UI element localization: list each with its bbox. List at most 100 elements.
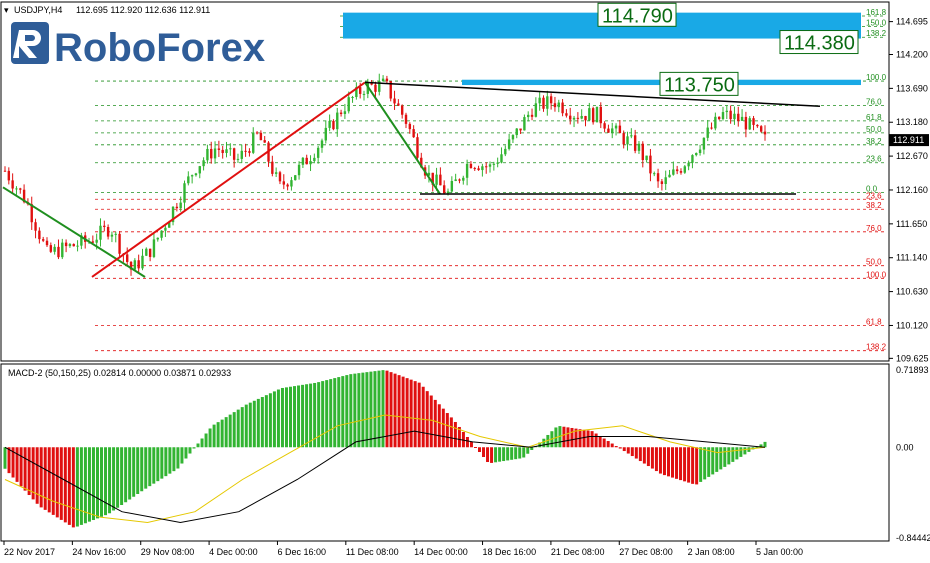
roboforex-logo: RoboForex bbox=[11, 22, 265, 70]
candle-body bbox=[714, 116, 717, 129]
candle-body bbox=[408, 123, 412, 130]
candle-body bbox=[698, 149, 702, 154]
candle-body bbox=[389, 81, 392, 99]
uptrend-line bbox=[91, 81, 366, 278]
macd-bar bbox=[650, 447, 654, 469]
macd-bar bbox=[236, 409, 240, 448]
macd-bar bbox=[614, 446, 618, 448]
candle-body bbox=[725, 110, 729, 113]
candle-body bbox=[30, 204, 33, 223]
macd-bar bbox=[361, 372, 365, 448]
macd-bar bbox=[55, 447, 59, 518]
macd-bar bbox=[546, 434, 550, 448]
macd-bar bbox=[482, 447, 486, 458]
macd-bar bbox=[530, 447, 534, 450]
macd-bar bbox=[542, 438, 546, 448]
candle-body bbox=[271, 161, 274, 174]
price-labels: 114.790 114.380 113.750 bbox=[597, 2, 859, 96]
macd-bar bbox=[486, 447, 490, 463]
candle-body bbox=[572, 117, 576, 120]
candle-body bbox=[274, 172, 278, 174]
macd-bar bbox=[598, 436, 602, 448]
fib-label-green: 50.0 bbox=[866, 125, 882, 134]
macd-bar bbox=[449, 417, 453, 448]
macd-bar bbox=[739, 447, 743, 457]
candle-body bbox=[7, 170, 11, 181]
candle-body bbox=[687, 162, 690, 167]
price-label-box bbox=[779, 30, 859, 55]
macd-bar bbox=[743, 447, 747, 455]
macd-bar bbox=[373, 371, 377, 448]
macd-bar bbox=[369, 371, 373, 448]
macd-bar bbox=[409, 379, 413, 448]
macd-bar bbox=[638, 447, 642, 462]
macd-bar bbox=[506, 447, 510, 461]
candle-body bbox=[695, 153, 698, 156]
macd-bar bbox=[345, 375, 349, 448]
candle-body bbox=[450, 181, 454, 192]
macd-y-tick-label: 0.00 bbox=[896, 442, 914, 452]
candle-body bbox=[442, 185, 446, 194]
candle-body bbox=[198, 166, 201, 174]
candle-body bbox=[702, 137, 706, 150]
macd-bar bbox=[100, 447, 104, 517]
macd-bar bbox=[731, 447, 735, 462]
x-tick-label: 22 Nov 2017 bbox=[4, 547, 55, 557]
candle-body bbox=[576, 117, 580, 119]
candle-body bbox=[106, 227, 110, 237]
macd-bar bbox=[671, 447, 675, 478]
candle-body bbox=[446, 191, 450, 194]
candle-body bbox=[492, 163, 496, 165]
fib-label-red: 100.0 bbox=[866, 270, 887, 279]
macd-bar bbox=[441, 408, 445, 448]
candle-body bbox=[206, 148, 209, 161]
macd-bar bbox=[180, 447, 184, 464]
candle-body bbox=[103, 225, 106, 228]
candle-body bbox=[301, 157, 305, 165]
fib-label-red: 138.2 bbox=[866, 343, 887, 352]
candle-body bbox=[515, 128, 518, 136]
macd-bar bbox=[132, 447, 136, 497]
macd-bar bbox=[148, 447, 152, 487]
macd-bar bbox=[51, 447, 55, 515]
macd-bar bbox=[662, 447, 666, 476]
candle-body bbox=[519, 128, 522, 131]
candle-body bbox=[355, 87, 358, 97]
candle-body bbox=[534, 103, 538, 117]
candle-body bbox=[278, 172, 282, 182]
candle-body bbox=[297, 164, 301, 176]
candle-body bbox=[656, 173, 660, 182]
candle-body bbox=[187, 176, 190, 184]
macd-bar bbox=[208, 428, 212, 448]
macd-bar bbox=[630, 447, 634, 457]
macd-bar bbox=[498, 447, 502, 462]
candle-body bbox=[400, 105, 404, 115]
macd-bar bbox=[79, 447, 83, 525]
macd-bar bbox=[453, 421, 457, 448]
candle-body bbox=[41, 239, 45, 241]
fib-label-green: 38.2 bbox=[866, 137, 882, 146]
x-tick-label: 14 Dec 00:00 bbox=[414, 547, 468, 557]
macd-bar bbox=[276, 389, 280, 448]
candle-body bbox=[95, 239, 98, 243]
macd-bar bbox=[156, 447, 160, 482]
candle-body bbox=[504, 148, 507, 155]
macd-bar bbox=[248, 402, 252, 448]
macd-bar bbox=[176, 447, 180, 469]
macd-histogram bbox=[3, 370, 767, 528]
candle-body bbox=[229, 148, 232, 150]
candle-body bbox=[485, 166, 488, 168]
macd-bar bbox=[272, 391, 276, 448]
candle-body bbox=[546, 96, 549, 109]
candle-body bbox=[244, 150, 247, 152]
macd-bar bbox=[413, 381, 417, 448]
candle-body bbox=[469, 163, 473, 169]
macd-bar bbox=[574, 428, 578, 448]
candle-body bbox=[618, 125, 622, 134]
macd-bar bbox=[313, 382, 317, 448]
candle-body bbox=[549, 96, 553, 104]
candle-body bbox=[542, 97, 545, 109]
macd-bar bbox=[510, 447, 514, 460]
macd-bar bbox=[325, 380, 329, 448]
